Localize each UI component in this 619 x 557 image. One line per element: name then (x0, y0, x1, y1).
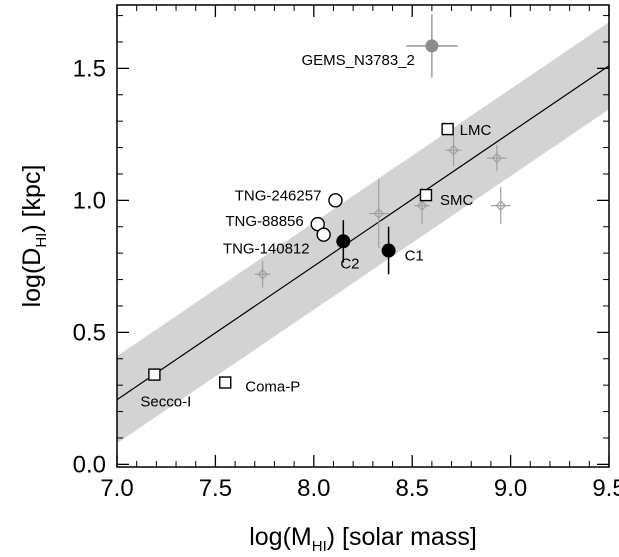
reference-point (368, 179, 389, 248)
y-axis-label-prefix: log(D (18, 248, 46, 308)
y-axis-label-subscript: HI (33, 233, 50, 248)
reference-point-marker (495, 200, 507, 211)
tng-circle-point (328, 193, 343, 208)
y-axis-label: log(DHI) [kpc] (18, 165, 50, 308)
y-tick-label: 1.5 (73, 55, 106, 82)
gems-point-layer (406, 14, 458, 78)
filled-points-layer (336, 220, 396, 275)
square-point (419, 188, 433, 202)
c1-label: C1 (405, 248, 424, 265)
filled-point-marker (381, 243, 396, 258)
square-point (441, 122, 454, 136)
tng-140812-label: TNG-140812 (223, 241, 310, 258)
x-tick-label: 7.0 (100, 475, 133, 502)
coma-p-label: Coma-P (245, 379, 300, 396)
x-axis-label-prefix: log(M (249, 523, 312, 551)
reference-point (490, 187, 511, 225)
y-tick-label: 0.5 (73, 319, 106, 346)
tng-246257-label: TNG-246257 (235, 187, 322, 204)
y-axis-label-suffix: ) [kpc] (18, 165, 46, 233)
reference-point-marker (416, 200, 428, 211)
reference-point (486, 144, 507, 172)
plot-frame (116, 4, 610, 468)
smc-label: SMC (440, 192, 474, 209)
square-points-layer (148, 122, 454, 389)
reference-point-marker (448, 144, 459, 156)
filled-point-marker (336, 234, 351, 249)
tng-88856-label: TNG-88856 (225, 213, 303, 230)
x-axis-label-subscript: HI (312, 538, 327, 555)
reference-points-layer (254, 134, 511, 288)
reference-point-marker (373, 208, 385, 219)
reference-point (445, 134, 462, 167)
lmc-label: LMC (460, 122, 492, 139)
point-labels-layer: GEMS_N3783_2 LMC SMC Coma-P Secco-I TNG-24625… (140, 52, 491, 411)
tng-circle-point (316, 227, 331, 242)
square-point (148, 368, 161, 381)
x-tick-label: 7.5 (199, 475, 232, 502)
x-axis-label: log(MHI) [solar mass] (249, 523, 477, 555)
fit-line (117, 65, 609, 401)
x-tick-label: 9.0 (494, 475, 527, 502)
x-tick-label: 8.5 (396, 475, 429, 502)
x-tick-label: 8.0 (297, 475, 330, 502)
y-tick-label: 0.0 (73, 451, 106, 478)
secco-i-label: Secco-I (140, 394, 191, 411)
c2-label: C2 (340, 255, 359, 272)
x-axis-label-suffix: ) [solar mass] (327, 523, 477, 551)
square-point (219, 376, 232, 389)
fit-line-layer (117, 65, 609, 401)
tng-circles-layer (310, 193, 343, 242)
reference-point (254, 261, 271, 288)
reference-point-marker (491, 152, 503, 164)
y-tick-label: 1.0 (73, 187, 106, 214)
gems-label: GEMS_N3783_2 (301, 52, 414, 69)
x-tick-label: 9.5 (592, 475, 619, 502)
reference-point-marker (257, 268, 268, 280)
axis-ticks-layer: 7.0 7.5 8.0 8.5 9.0 9.5 0.0 0.5 1.0 1.5 (73, 5, 619, 502)
gems-point-marker (425, 39, 439, 53)
